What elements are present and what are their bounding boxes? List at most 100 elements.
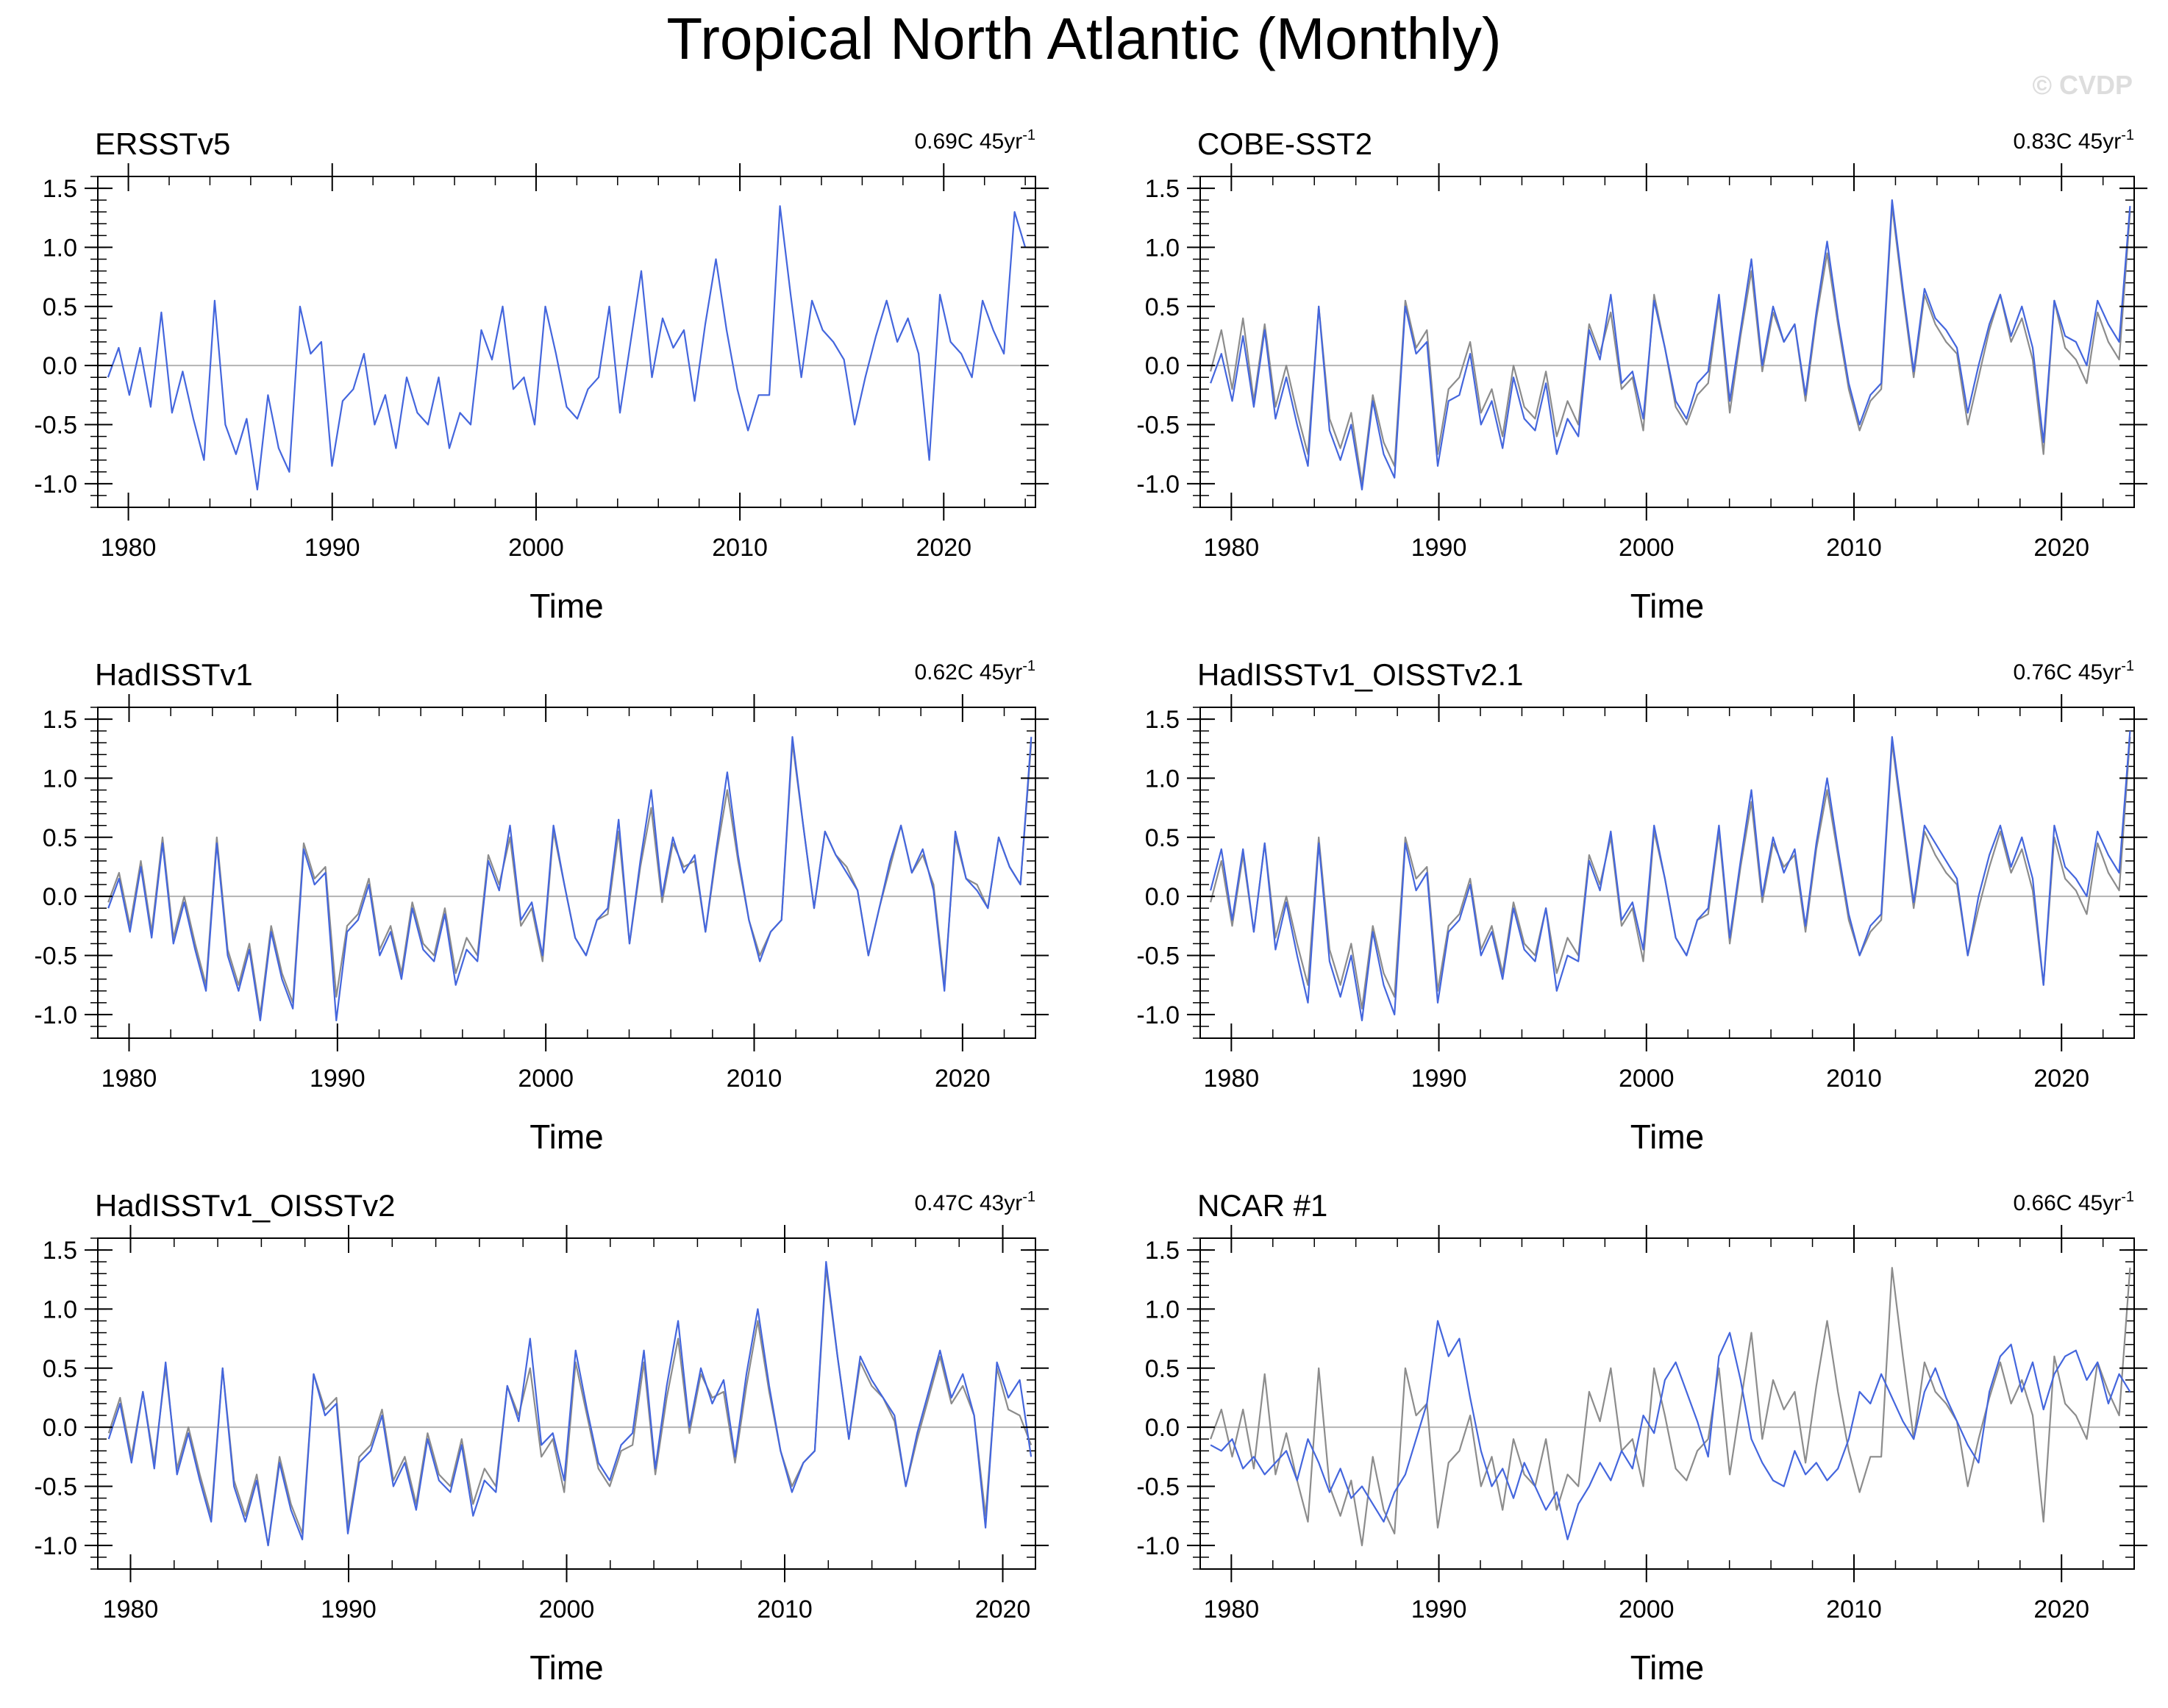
watermark: © CVDP bbox=[2032, 70, 2133, 100]
panel-title: ERSSTv5 bbox=[95, 126, 230, 161]
y-tick-label: 1.5 bbox=[1145, 706, 1180, 734]
x-tick-label: 2020 bbox=[935, 1065, 991, 1093]
y-tick-label: 0.5 bbox=[43, 1355, 77, 1383]
x-tick-label: 2000 bbox=[1619, 1065, 1675, 1093]
y-tick-label: 1.5 bbox=[1145, 175, 1180, 203]
trend-label: 0.76C 45yr-1 bbox=[2013, 658, 2134, 685]
y-tick-label: -1.0 bbox=[34, 1001, 77, 1029]
x-axis-label: Time bbox=[1630, 587, 1705, 625]
y-tick-label: 1.0 bbox=[1145, 765, 1180, 793]
x-tick-label: 2010 bbox=[712, 534, 768, 562]
chart-panel-1: 1.5 1.0 0.5 0.0 -0.5 -1.0 1980 1990 2000 2010 2020… bbox=[34, 126, 1049, 625]
trend-unit-superscript: -1 bbox=[2121, 1189, 2134, 1205]
y-tick-label: 1.5 bbox=[43, 706, 77, 734]
chart-panel-6: 1.5 1.0 0.5 0.0 -0.5 -1.0 1980 1990 2000 2010 2020… bbox=[1136, 1188, 2147, 1687]
y-tick-label: 1.0 bbox=[1145, 1296, 1180, 1323]
x-tick-label: 1980 bbox=[101, 1065, 157, 1093]
x-tick-label: 1980 bbox=[1204, 1596, 1260, 1623]
trend-unit-superscript: -1 bbox=[2121, 127, 2134, 143]
x-tick-label: 1990 bbox=[1411, 534, 1467, 562]
series-line-2 bbox=[107, 736, 1033, 1022]
x-tick-label: 1980 bbox=[103, 1596, 159, 1623]
trend-label: 0.83C 45yr-1 bbox=[2013, 127, 2134, 154]
x-tick-label: 1980 bbox=[101, 534, 157, 562]
trend-label: 0.62C 45yr-1 bbox=[914, 658, 1035, 685]
y-tick-label: -1.0 bbox=[34, 1532, 77, 1560]
x-tick-label: 2020 bbox=[975, 1596, 1031, 1623]
y-tick-label: 0.0 bbox=[43, 1414, 77, 1442]
series-line-2 bbox=[1210, 731, 2131, 1022]
x-axis-label: Time bbox=[1630, 1648, 1705, 1687]
x-tick-label: 2000 bbox=[1619, 1596, 1675, 1623]
x-tick-label: 2000 bbox=[518, 1065, 574, 1093]
y-tick-label: 0.0 bbox=[1145, 1414, 1180, 1442]
y-tick-label: 1.5 bbox=[43, 175, 77, 203]
y-tick-label: -0.5 bbox=[34, 412, 77, 440]
panel-title: HadISSTv1_OISSTv2 bbox=[95, 1188, 396, 1223]
panel-title: NCAR #1 bbox=[1197, 1188, 1327, 1223]
y-tick-label: 0.5 bbox=[43, 824, 77, 852]
x-tick-label: 1990 bbox=[321, 1596, 377, 1623]
trend-unit-superscript: -1 bbox=[1022, 658, 1035, 674]
x-tick-label: 2000 bbox=[1619, 534, 1675, 562]
x-tick-label: 2010 bbox=[1826, 534, 1882, 562]
x-tick-label: 2010 bbox=[1826, 1065, 1882, 1093]
y-tick-label: 0.5 bbox=[1145, 824, 1180, 852]
y-tick-label: -0.5 bbox=[34, 1473, 77, 1501]
series-line-1 bbox=[1210, 1267, 2131, 1546]
trend-label: 0.66C 45yr-1 bbox=[2013, 1189, 2134, 1215]
plot-frame bbox=[97, 1237, 1036, 1570]
y-tick-label: -0.5 bbox=[1136, 412, 1180, 440]
trend-unit-superscript: -1 bbox=[2121, 658, 2134, 674]
panel-title: HadISSTv1 bbox=[95, 657, 253, 692]
y-tick-label: 1.5 bbox=[43, 1237, 77, 1265]
y-tick-label: 0.5 bbox=[1145, 1355, 1180, 1383]
plot-frame bbox=[1199, 1237, 2135, 1570]
series-line-2 bbox=[1210, 199, 2131, 491]
series-line-1 bbox=[107, 205, 1027, 491]
x-axis-label: Time bbox=[529, 1118, 604, 1156]
series-line-1 bbox=[107, 742, 1033, 1016]
x-tick-label: 1990 bbox=[304, 534, 360, 562]
y-tick-label: 1.0 bbox=[43, 765, 77, 793]
x-tick-label: 2010 bbox=[1826, 1596, 1882, 1623]
x-tick-label: 2020 bbox=[2033, 1065, 2089, 1093]
x-tick-label: 2020 bbox=[2033, 1596, 2089, 1623]
series-line-2 bbox=[107, 1260, 1033, 1546]
chart-panel-3: 1.5 1.0 0.5 0.0 -0.5 -1.0 1980 1990 2000 2010 2020… bbox=[34, 657, 1049, 1156]
x-axis-label: Time bbox=[1630, 1118, 1705, 1156]
x-tick-label: 2020 bbox=[2033, 534, 2089, 562]
x-axis-label: Time bbox=[529, 587, 604, 625]
trend-unit-superscript: -1 bbox=[1022, 1189, 1035, 1205]
plot-frame bbox=[97, 176, 1036, 508]
x-tick-label: 1980 bbox=[1204, 1065, 1260, 1093]
trend-label: 0.69C 45yr-1 bbox=[914, 127, 1035, 154]
y-tick-label: 1.0 bbox=[1145, 234, 1180, 262]
plot-frame bbox=[1199, 707, 2135, 1039]
chart-panel-2: 1.5 1.0 0.5 0.0 -0.5 -1.0 1980 1990 2000 2010 2020… bbox=[1136, 126, 2147, 625]
y-tick-label: 0.0 bbox=[1145, 883, 1180, 911]
y-tick-label: -0.5 bbox=[34, 943, 77, 971]
x-tick-label: 1990 bbox=[1411, 1065, 1467, 1093]
panel-title: HadISSTv1_OISSTv2.1 bbox=[1197, 657, 1524, 692]
x-tick-label: 2000 bbox=[508, 534, 564, 562]
y-tick-label: -1.0 bbox=[1136, 471, 1180, 499]
x-tick-label: 1990 bbox=[1411, 1596, 1467, 1623]
x-axis-label: Time bbox=[529, 1648, 604, 1687]
y-tick-label: 0.0 bbox=[43, 883, 77, 911]
chart-panel-4: 1.5 1.0 0.5 0.0 -0.5 -1.0 1980 1990 2000 2010 2020… bbox=[1136, 657, 2147, 1156]
x-tick-label: 2000 bbox=[539, 1596, 595, 1623]
series-line-1 bbox=[1210, 205, 2131, 485]
trend-unit-superscript: -1 bbox=[1022, 127, 1035, 143]
y-tick-label: -1.0 bbox=[1136, 1001, 1180, 1029]
y-tick-label: 1.0 bbox=[43, 1296, 77, 1323]
x-tick-label: 2010 bbox=[757, 1596, 813, 1623]
x-tick-label: 2010 bbox=[727, 1065, 782, 1093]
y-tick-label: -1.0 bbox=[1136, 1532, 1180, 1560]
chart-panel-5: 1.5 1.0 0.5 0.0 -0.5 -1.0 1980 1990 2000 2010 2020… bbox=[34, 1188, 1049, 1687]
x-tick-label: 1990 bbox=[310, 1065, 366, 1093]
panel-title: COBE-SST2 bbox=[1197, 126, 1372, 161]
y-tick-label: 0.5 bbox=[1145, 293, 1180, 321]
x-tick-label: 1980 bbox=[1204, 534, 1260, 562]
